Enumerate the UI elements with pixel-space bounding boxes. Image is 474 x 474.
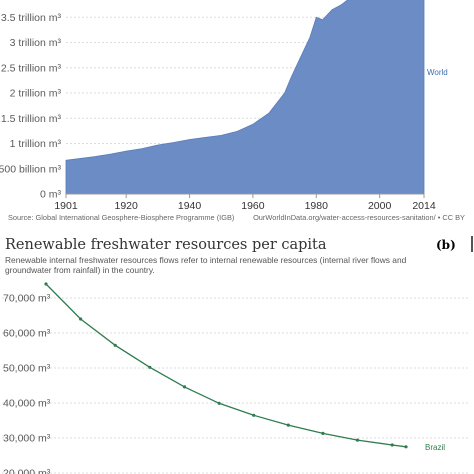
brazil-data-point bbox=[321, 431, 325, 435]
bottom-y-tick-labels: 70,000 m³ 60,000 m³ 50,000 m³ 40,000 m³ 30,0… bbox=[3, 293, 51, 474]
top-y-tick-label: 3.5 trillion m³ bbox=[1, 12, 62, 24]
top-y-tick-label: 2.5 trillion m³ bbox=[1, 62, 62, 74]
bottom-y-tick-label: 50,000 m³ bbox=[3, 363, 51, 375]
bottom-gridlines bbox=[2, 297, 470, 474]
brazil-data-point bbox=[44, 282, 48, 286]
brazil-data-point bbox=[113, 343, 117, 347]
top-y-tick-label: 1 trillion m³ bbox=[10, 138, 62, 150]
brazil-data-point bbox=[182, 385, 187, 389]
bottom-line-layer bbox=[44, 282, 408, 449]
bottom-chart-title: Renewable freshwater resources per capit… bbox=[5, 237, 327, 253]
bottom-y-tick-label: 70,000 m³ bbox=[3, 293, 51, 305]
brazil-data-point bbox=[79, 317, 83, 321]
world-freshwater-area-chart: 0 m³ 500 billion m³ 1 trillion m³ 1.5 trill… bbox=[0, 0, 465, 222]
bottom-y-tick-label: 40,000 m³ bbox=[3, 398, 51, 410]
brazil-data-point bbox=[404, 445, 408, 449]
top-y-tick-label: 500 billion m³ bbox=[0, 163, 61, 175]
bottom-y-tick-label: 30,000 m³ bbox=[3, 433, 51, 445]
top-x-tick-label: 1920 bbox=[115, 200, 139, 212]
top-y-tick-label: 1.5 trillion m³ bbox=[1, 113, 62, 125]
top-x-tick-label: 2000 bbox=[368, 200, 392, 212]
top-x-tick-labels: 1901 1920 1940 1960 1980 2000 2014 bbox=[54, 194, 436, 212]
top-y-tick-label: 3 trillion m³ bbox=[10, 37, 62, 49]
top-y-tick-label: 2 trillion m³ bbox=[10, 88, 62, 100]
top-x-tick-label: 2014 bbox=[412, 200, 436, 212]
bottom-y-tick-label: 60,000 m³ bbox=[3, 328, 51, 340]
top-x-tick-label: 1901 bbox=[54, 200, 78, 212]
brazil-data-point bbox=[286, 423, 290, 427]
bottom-series-label-brazil: Brazil bbox=[425, 443, 445, 452]
world-area-series bbox=[65, 0, 425, 195]
top-x-tick-label: 1940 bbox=[178, 200, 202, 212]
brazil-freshwater-per-capita-chart: Renewable freshwater resources per capit… bbox=[2, 236, 473, 474]
top-source-text: Source: Global International Geosphere-B… bbox=[8, 213, 234, 222]
right-edge-marker bbox=[471, 236, 473, 252]
bottom-subtitle-line-2: groundwater from rainfall) in the countr… bbox=[5, 265, 155, 275]
panel-label-b: (b) bbox=[436, 238, 456, 252]
bottom-subtitle-line-1: Renewable internal freshwater resources … bbox=[5, 255, 407, 265]
top-series-label-world: World bbox=[427, 68, 448, 77]
brazil-data-point bbox=[148, 365, 152, 369]
brazil-line-series bbox=[45, 283, 407, 448]
top-y-tick-label: 0 m³ bbox=[40, 189, 62, 201]
top-y-tick-labels: 0 m³ 500 billion m³ 1 trillion m³ 1.5 trill… bbox=[0, 12, 62, 201]
brazil-data-point bbox=[217, 401, 221, 405]
top-credit-text: OurWorldInData.org/water-access-resource… bbox=[253, 213, 465, 222]
brazil-data-point bbox=[252, 413, 256, 417]
brazil-data-point bbox=[390, 443, 394, 447]
top-x-tick-label: 1960 bbox=[241, 200, 265, 212]
brazil-data-point bbox=[355, 438, 360, 442]
top-area-layer bbox=[65, 0, 425, 195]
bottom-y-tick-label: 20,000 m³ bbox=[3, 468, 51, 474]
top-x-tick-label: 1980 bbox=[305, 200, 329, 212]
